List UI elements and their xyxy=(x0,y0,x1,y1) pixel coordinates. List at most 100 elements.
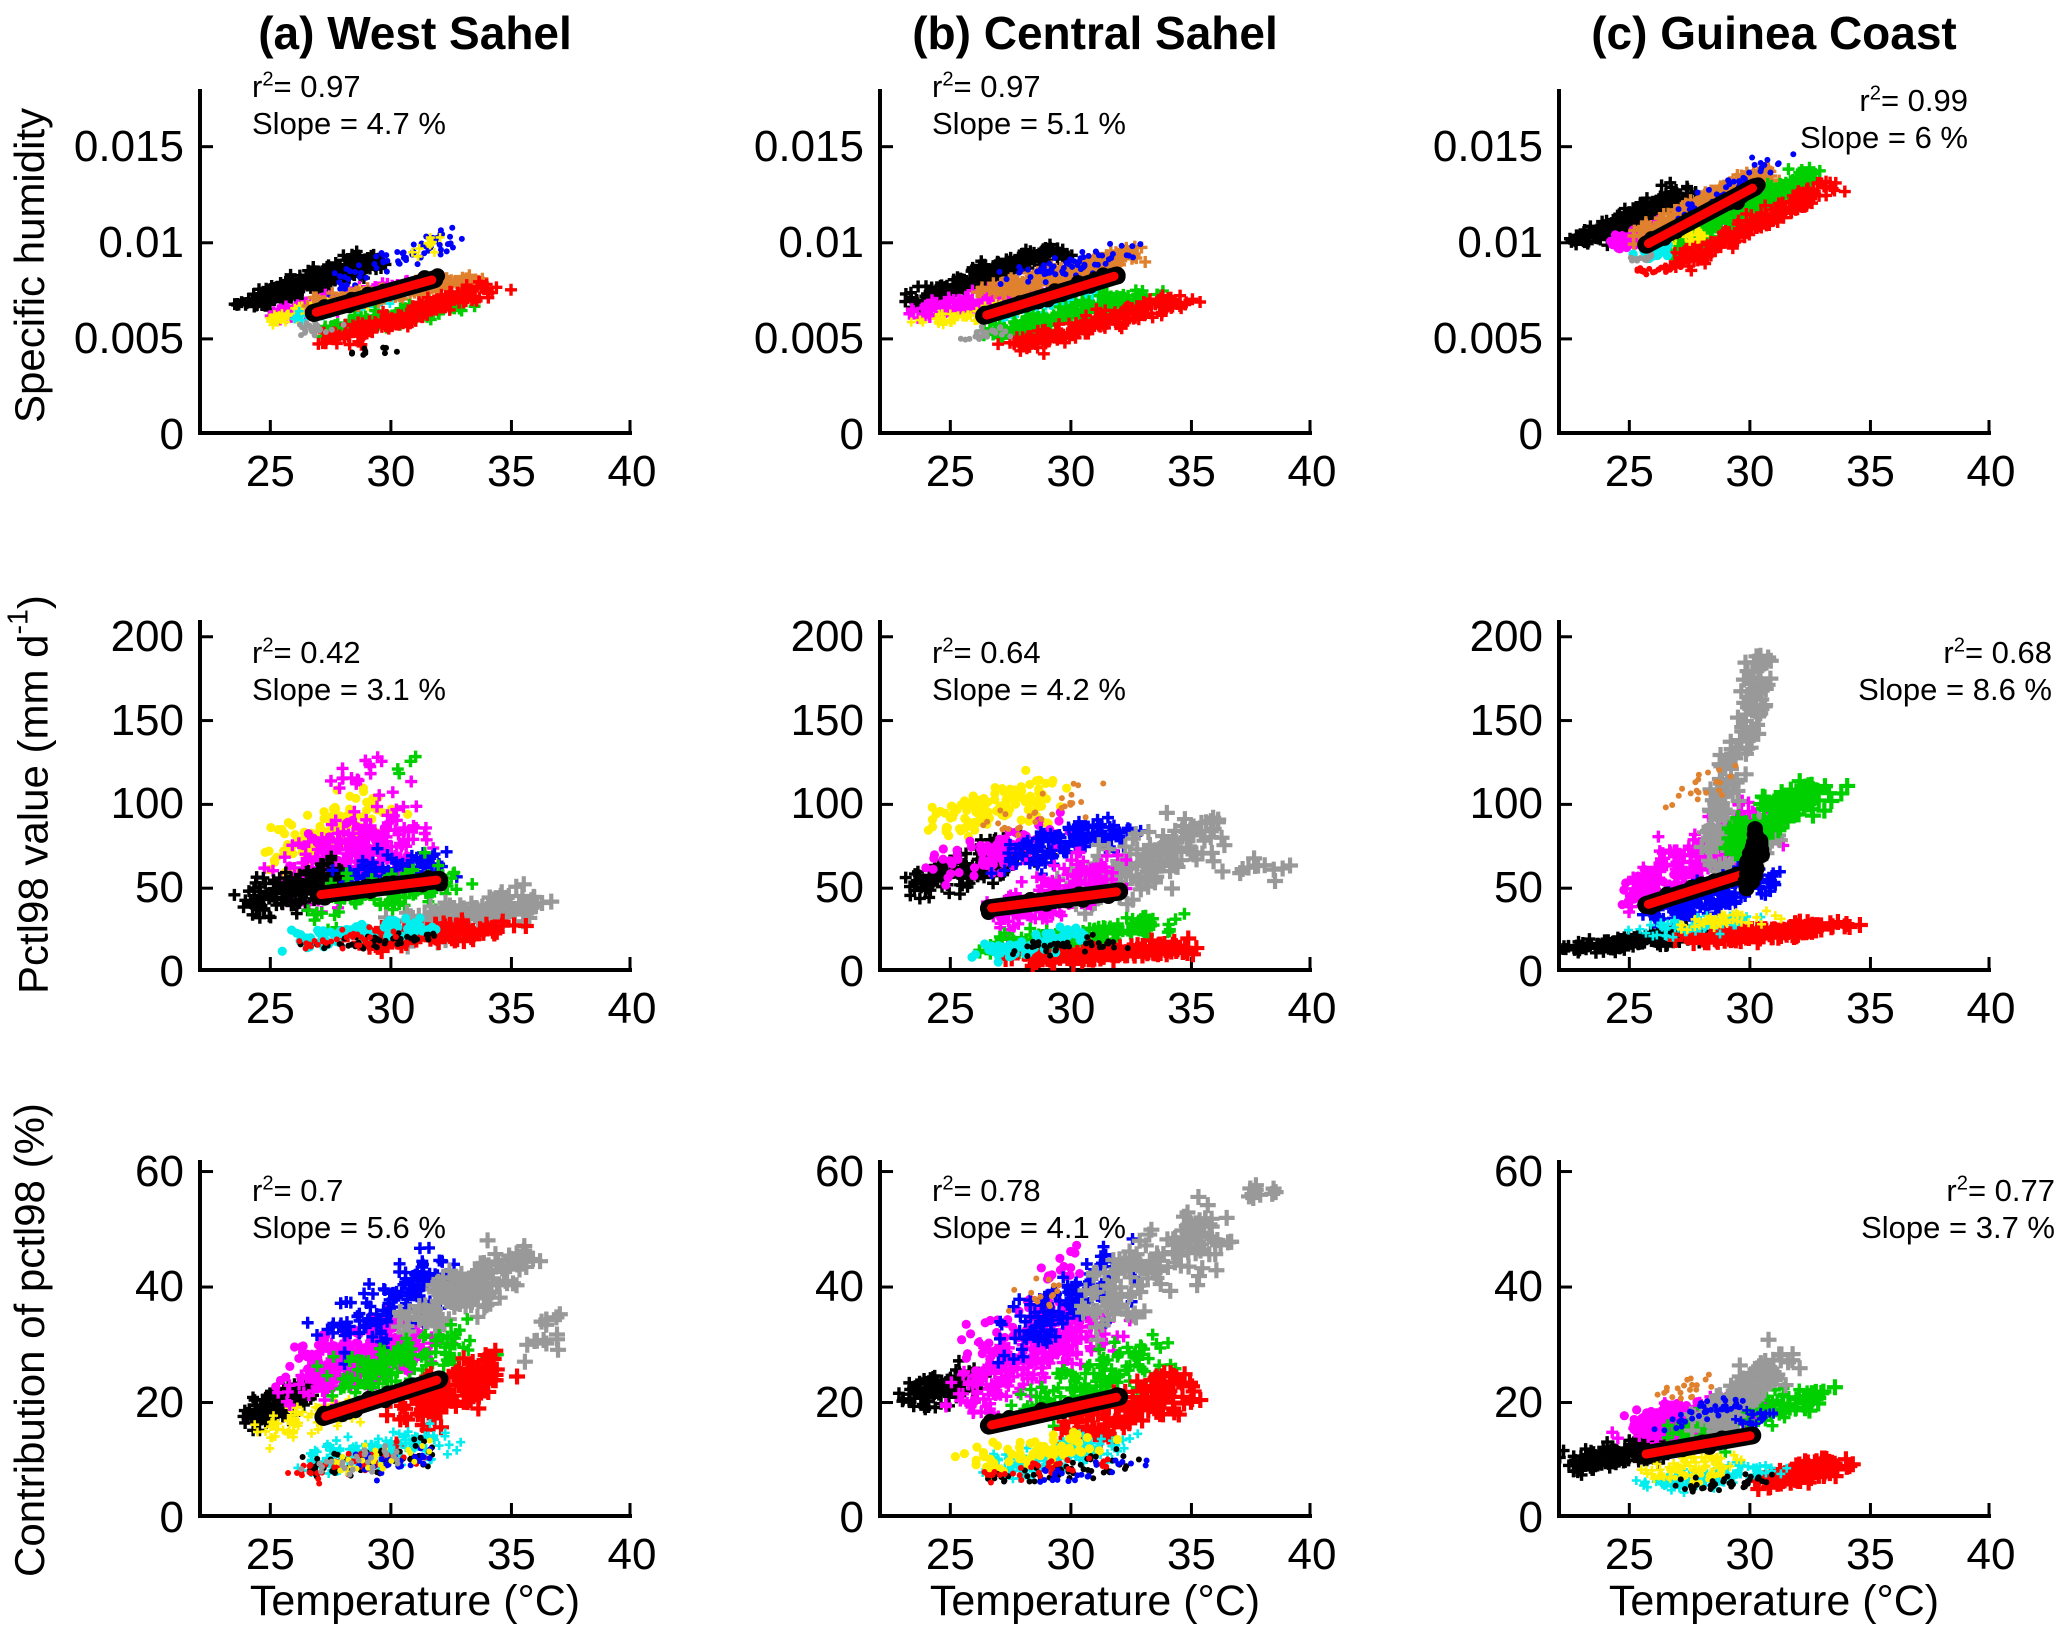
scatter-plot-canvas-c2 xyxy=(1557,620,1991,972)
y-tick-label: 200 xyxy=(1469,611,1543,661)
x-tick-label: 35 xyxy=(1166,984,1216,1033)
y-tick-label: 0.015 xyxy=(753,121,864,171)
slope-value: Slope = 3.7 % xyxy=(1861,1210,2055,1246)
x-axis-label-temperature-c: Temperature (°C) xyxy=(1608,1577,1940,1625)
y-tick-label: 0 xyxy=(159,1493,184,1542)
annotation-a3: r2= 0.7 Slope = 5.6 % xyxy=(252,1166,446,1246)
r-squared-value: r2= 0.78 xyxy=(932,1173,1041,1209)
y-tick-label: 20 xyxy=(815,1377,864,1427)
x-tick-label: 25 xyxy=(925,447,975,496)
scatter-plot-canvas-b3 xyxy=(878,1160,1312,1518)
slope-value: Slope = 3.1 % xyxy=(252,672,446,708)
x-tick-label: 30 xyxy=(366,984,416,1033)
x-tick-label: 35 xyxy=(486,447,536,496)
y-tick-label: 20 xyxy=(135,1377,184,1427)
y-tick-label: 200 xyxy=(790,611,864,661)
x-tick-label: 25 xyxy=(1604,1530,1654,1579)
x-tick-label: 35 xyxy=(1845,984,1895,1033)
slope-value: Slope = 4.1 % xyxy=(932,1210,1126,1246)
y-tick-label: 40 xyxy=(815,1262,864,1312)
r-squared-value: r2= 0.99 xyxy=(1859,83,1968,119)
y-tick-label: 200 xyxy=(110,611,184,661)
slope-value: Slope = 5.6 % xyxy=(252,1210,446,1246)
y-tick-label: 0 xyxy=(1518,410,1543,459)
x-tick-label: 30 xyxy=(1046,984,1096,1033)
y-tick-label: 60 xyxy=(135,1146,184,1196)
r-squared-value: r2= 0.68 xyxy=(1943,635,2052,671)
y-tick-label: 0.015 xyxy=(1432,121,1543,171)
y-tick-label: 0.01 xyxy=(98,217,184,267)
y-tick-label: 0.005 xyxy=(1432,313,1543,363)
y-tick-label: 20 xyxy=(1494,1377,1543,1427)
x-tick-label: 25 xyxy=(925,984,975,1033)
x-tick-label: 35 xyxy=(1166,1530,1216,1579)
r-squared-value: r2= 0.64 xyxy=(932,635,1041,671)
x-axis-label-temperature-b: Temperature (°C) xyxy=(929,1577,1261,1625)
annotation-c1: r2= 0.99 Slope = 6 % xyxy=(1348,76,1968,156)
y-tick-label: 100 xyxy=(1469,779,1543,829)
r-squared-value: r2= 0.77 xyxy=(1946,1173,2055,1209)
annotation-b1: r2= 0.97 Slope = 5.1 % xyxy=(932,62,1126,142)
y-tick-label: 100 xyxy=(110,779,184,829)
panel-title-central-sahel: (b) Central Sahel xyxy=(912,7,1278,59)
x-tick-label: 40 xyxy=(1287,447,1337,496)
scatter-plot-canvas-c1 xyxy=(1557,89,1991,435)
scatter-plot-canvas-b1 xyxy=(878,89,1312,435)
y-tick-label: 0 xyxy=(159,947,184,996)
y-tick-label: 0 xyxy=(1518,1493,1543,1542)
y-tick-label: 0.01 xyxy=(778,217,864,267)
x-tick-label: 35 xyxy=(486,1530,536,1579)
x-tick-label: 30 xyxy=(366,447,416,496)
annotation-b2: r2= 0.64 Slope = 4.2 % xyxy=(932,628,1126,708)
y-tick-label: 50 xyxy=(1494,863,1543,913)
slope-value: Slope = 4.7 % xyxy=(252,106,446,142)
panel-title-west-sahel: (a) West Sahel xyxy=(258,7,572,59)
r-squared-value: r2= 0.97 xyxy=(932,69,1041,105)
r-squared-value: r2= 0.97 xyxy=(252,69,361,105)
r-squared-value: r2= 0.7 xyxy=(252,1173,344,1209)
slope-value: Slope = 5.1 % xyxy=(932,106,1126,142)
r-squared-value: r2= 0.42 xyxy=(252,635,361,671)
y-tick-label: 0.015 xyxy=(73,121,184,171)
x-tick-label: 30 xyxy=(1725,447,1775,496)
x-tick-label: 40 xyxy=(1966,984,2016,1033)
slope-value: Slope = 6 % xyxy=(1799,120,1968,156)
y-tick-label: 0 xyxy=(839,410,864,459)
panel-title-guinea-coast: (c) Guinea Coast xyxy=(1591,7,1957,59)
scatter-plot-canvas-a3 xyxy=(198,1160,632,1518)
x-tick-label: 35 xyxy=(486,984,536,1033)
y-axis-label-part: ) xyxy=(9,595,57,610)
x-tick-label: 30 xyxy=(366,1530,416,1579)
scatter-plot-canvas-c3 xyxy=(1557,1160,1991,1518)
x-tick-label: 40 xyxy=(1966,1530,2016,1579)
y-tick-label: 0 xyxy=(839,947,864,996)
x-axis-label-temperature-a: Temperature (°C) xyxy=(249,1577,581,1625)
y-tick-label: 0.01 xyxy=(1457,217,1543,267)
annotation-a2: r2= 0.42 Slope = 3.1 % xyxy=(252,628,446,708)
x-tick-label: 40 xyxy=(1287,1530,1337,1579)
x-tick-label: 25 xyxy=(245,447,295,496)
y-tick-label: 0.005 xyxy=(73,313,184,363)
x-tick-label: 25 xyxy=(1604,984,1654,1033)
x-tick-label: 25 xyxy=(925,1530,975,1579)
x-tick-label: 40 xyxy=(607,1530,657,1579)
y-tick-label: 0 xyxy=(159,410,184,459)
y-tick-label: 50 xyxy=(815,863,864,913)
y-tick-label: 150 xyxy=(110,695,184,745)
annotation-c3: r2= 0.77 Slope = 3.7 % xyxy=(1435,1166,2055,1246)
y-tick-label: 150 xyxy=(790,695,864,745)
annotation-c2: r2= 0.68 Slope = 8.6 % xyxy=(1432,628,2052,708)
x-tick-label: 25 xyxy=(245,1530,295,1579)
y-tick-label: 60 xyxy=(1494,1146,1543,1196)
x-tick-label: 35 xyxy=(1845,447,1895,496)
annotation-b3: r2= 0.78 Slope = 4.1 % xyxy=(932,1166,1126,1246)
x-tick-label: 40 xyxy=(607,984,657,1033)
x-tick-label: 30 xyxy=(1725,984,1775,1033)
slope-value: Slope = 4.2 % xyxy=(932,672,1126,708)
slope-value: Slope = 8.6 % xyxy=(1858,672,2052,708)
y-tick-label: 0 xyxy=(839,1493,864,1542)
x-tick-label: 30 xyxy=(1046,1530,1096,1579)
y-tick-label: 150 xyxy=(1469,695,1543,745)
x-tick-label: 25 xyxy=(1604,447,1654,496)
